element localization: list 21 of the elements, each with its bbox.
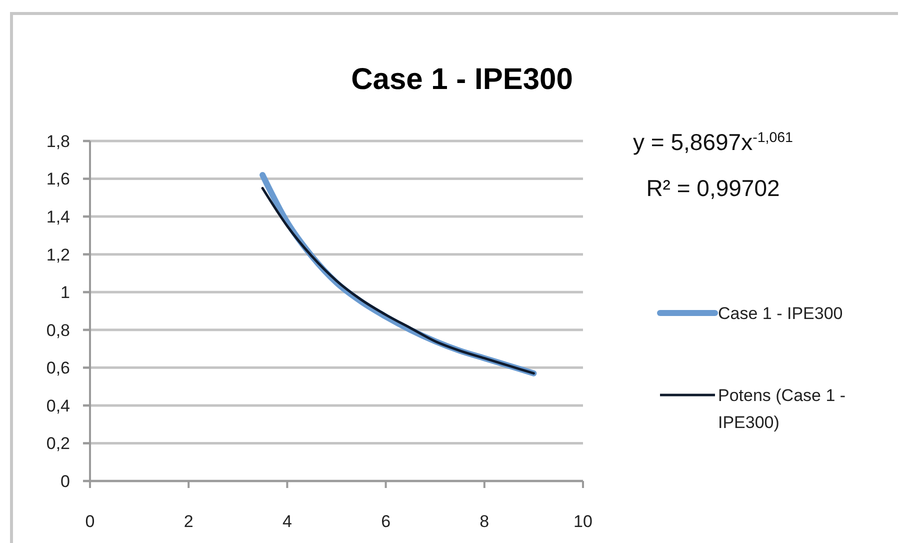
legend-label: Case 1 - IPE300 (718, 304, 843, 323)
text: R² = 0,99702 (646, 175, 780, 201)
y-tick-label: 0,4 (46, 396, 70, 416)
y-tick-label: 1,8 (46, 132, 70, 151)
y-tick-label: 1 (60, 283, 70, 302)
y-tick-label: 1,4 (46, 208, 70, 227)
x-tick-label: 4 (282, 512, 292, 531)
y-tick-label: 1,2 (46, 245, 70, 264)
x-tick-label: 8 (480, 512, 490, 531)
y-tick-label: 0,2 (46, 434, 70, 454)
x-tick-label: 0 (85, 512, 95, 531)
legend-label: Potens (Case 1 - IPE300) (718, 386, 846, 432)
chart-title: Case 1 - IPE300 (351, 63, 573, 96)
text: y = 5,8697x$^{-1,061}$ (633, 129, 794, 155)
x-tick-label: 6 (381, 512, 391, 531)
x-tick-label: 10 (574, 512, 592, 531)
y-tick-label: 1,6 (46, 170, 70, 189)
y-tick-label: 0,6 (46, 358, 70, 378)
x-tick-label: 2 (184, 512, 194, 531)
y-tick-label: 0,8 (46, 320, 70, 340)
y-tick-label: 0 (60, 472, 70, 491)
